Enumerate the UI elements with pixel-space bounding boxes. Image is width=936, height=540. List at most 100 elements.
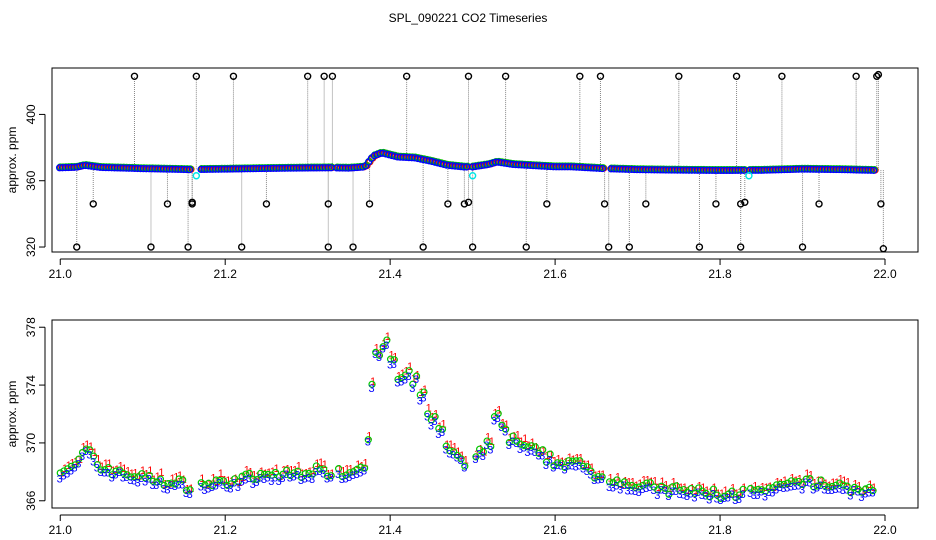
bottom-marker-series1: 1	[841, 475, 847, 487]
bottom-marker-series2	[60, 467, 68, 475]
bottom-marker-series1: 1	[522, 433, 528, 445]
bottom-marker-series3: 3	[558, 461, 564, 473]
bottom-marker-series1: 1	[715, 488, 721, 500]
bottom-marker-series3: 3	[138, 473, 144, 485]
bottom-marker-series1: 1	[84, 439, 90, 451]
bottom-marker-series3: 3	[539, 450, 545, 462]
bottom-marker-series2	[412, 372, 421, 380]
bottom-marker-series1: 1	[440, 419, 446, 431]
top-marker-series3	[867, 166, 875, 174]
bottom-marker-series2	[216, 476, 224, 485]
bottom-marker-series2	[843, 482, 851, 490]
bottom-marker-series2	[90, 452, 98, 460]
bottom-marker-series3: 3	[435, 429, 441, 441]
top-outlier-point	[600, 200, 609, 208]
top-outlier-point	[262, 200, 271, 208]
top-outlier-point	[625, 243, 634, 251]
bottom-marker-series3: 3	[335, 469, 341, 481]
bottom-marker-series2	[279, 470, 287, 478]
bottom-marker-series3: 3	[209, 482, 215, 494]
top-plot-frame	[51, 67, 919, 253]
top-marker-series3	[185, 165, 194, 174]
bottom-marker-series2	[572, 457, 580, 465]
bottom-marker-series3: 3	[175, 479, 181, 491]
bottom-marker-series1: 1	[489, 436, 495, 448]
bottom-marker-series1: 1	[723, 485, 729, 497]
bottom-marker-series3: 3	[591, 475, 597, 487]
bottom-marker-series2	[450, 448, 458, 456]
bottom-marker-series2	[862, 485, 870, 493]
top-x-tick-label: 21.6	[543, 267, 567, 281]
bottom-marker-series3: 3	[784, 483, 790, 495]
top-outlier-point	[460, 200, 469, 208]
bottom-marker-series2	[605, 478, 614, 486]
bottom-y-tick-label: 366	[24, 490, 38, 510]
bottom-marker-series1: 1	[374, 342, 380, 354]
bottom-marker-series1: 1	[136, 470, 142, 482]
bottom-marker-series2	[186, 486, 194, 494]
top-outlier-point	[874, 70, 883, 79]
top-outlier-point	[365, 200, 374, 208]
bottom-marker-series1: 1	[389, 349, 395, 361]
bottom-marker-series2	[86, 446, 94, 454]
bottom-marker-series1: 1	[849, 486, 855, 498]
bottom-marker-series3: 3	[287, 473, 293, 485]
bottom-marker-series1: 1	[318, 457, 324, 469]
bottom-marker-series3: 3	[268, 476, 274, 488]
bottom-marker-series2	[617, 480, 625, 488]
bottom-marker-series2	[394, 375, 402, 384]
bottom-marker-series2	[676, 486, 684, 494]
bottom-marker-series1: 1	[247, 466, 253, 478]
bottom-marker-series1: 1	[600, 469, 606, 481]
bottom-marker-series1: 1	[652, 475, 658, 487]
bottom-marker-series3: 3	[342, 474, 348, 486]
bottom-marker-series3: 3	[524, 447, 530, 459]
bottom-plot-frame	[51, 319, 919, 509]
bottom-marker-series2	[294, 467, 302, 475]
bottom-marker-series3: 3	[443, 444, 449, 456]
top-y-tick-label: 360	[24, 170, 38, 190]
bottom-marker-series2	[709, 485, 718, 493]
bottom-marker-series3: 3	[83, 446, 89, 458]
bottom-marker-series3: 3	[702, 491, 708, 503]
bottom-y-tick-label: 370	[24, 433, 38, 453]
bottom-marker-series1: 1	[641, 475, 647, 487]
top-outlier-point	[184, 243, 192, 251]
bottom-marker-series2	[149, 477, 157, 485]
bottom-marker-series1: 1	[685, 485, 691, 497]
top-marker-series3	[598, 164, 606, 173]
bottom-y-tick-label: 374	[24, 375, 38, 395]
bottom-marker-series3: 3	[506, 440, 512, 452]
bottom-marker-series1: 1	[697, 481, 703, 493]
bottom-marker-series2	[802, 475, 810, 483]
bottom-marker-series1: 1	[314, 458, 320, 470]
bottom-marker-series3: 3	[847, 490, 853, 502]
bottom-marker-series3: 3	[487, 444, 493, 456]
bottom-marker-series3: 3	[146, 474, 152, 486]
bottom-marker-series3: 3	[458, 455, 464, 467]
top-outlier-point	[712, 200, 720, 208]
bottom-marker-series3: 3	[714, 493, 720, 505]
bottom-marker-series2	[212, 476, 220, 484]
bottom-marker-series3: 3	[224, 483, 230, 495]
bottom-marker-series3: 3	[461, 463, 467, 475]
top-outlier-point	[130, 72, 139, 80]
bottom-marker-series3: 3	[766, 487, 772, 499]
bottom-marker-series2	[179, 476, 187, 484]
bottom-marker-series3: 3	[643, 483, 649, 495]
bottom-marker-series2	[238, 472, 246, 480]
bottom-marker-series2	[758, 486, 766, 494]
bottom-marker-series3: 3	[94, 463, 100, 475]
bottom-marker-series3: 3	[116, 467, 122, 479]
bottom-marker-series2	[375, 351, 384, 359]
bottom-marker-series2	[297, 473, 306, 482]
bottom-marker-series3: 3	[480, 451, 486, 463]
bottom-marker-series3: 3	[699, 490, 705, 502]
bottom-marker-series3: 3	[294, 469, 300, 481]
bottom-marker-series3: 3	[792, 481, 798, 493]
bottom-marker-series3: 3	[64, 469, 70, 481]
bottom-marker-series3: 3	[123, 472, 129, 484]
bottom-marker-series2	[565, 457, 573, 465]
bottom-marker-series2	[739, 485, 747, 493]
bottom-marker-series3: 3	[394, 378, 400, 390]
